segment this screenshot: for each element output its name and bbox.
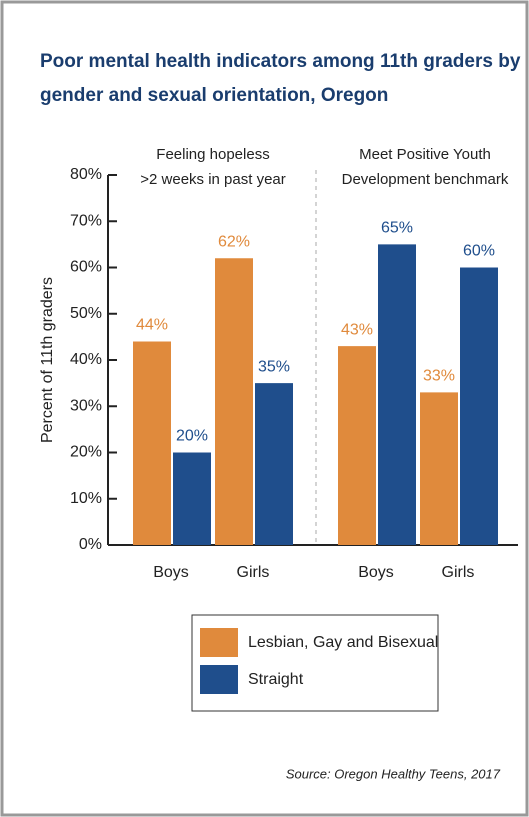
value-label: 20% xyxy=(176,428,208,445)
legend-label: Straight xyxy=(248,671,304,688)
y-tick-label: 80% xyxy=(70,166,102,183)
bar xyxy=(338,346,376,545)
value-label: 33% xyxy=(423,368,455,385)
value-label: 35% xyxy=(258,358,290,375)
legend-swatch xyxy=(200,665,238,694)
y-tick-label: 20% xyxy=(70,444,102,461)
y-axis-label: Percent of 11th graders xyxy=(39,277,56,443)
value-label: 62% xyxy=(218,233,250,250)
x-tick-label: Boys xyxy=(153,564,189,581)
x-tick-label: Girls xyxy=(237,564,270,581)
source: Source: Oregon Healthy Teens, 2017 xyxy=(286,766,501,781)
legend-label: Lesbian, Gay and Bisexual xyxy=(248,634,438,651)
y-tick-label: 30% xyxy=(70,397,102,414)
panel-title: Feeling hopeless xyxy=(156,146,269,163)
bar xyxy=(420,392,458,545)
bar xyxy=(378,244,416,545)
value-label: 60% xyxy=(463,243,495,260)
y-tick-label: 40% xyxy=(70,351,102,368)
value-label: 43% xyxy=(341,321,373,338)
legend-swatch xyxy=(200,628,238,657)
x-tick-label: Girls xyxy=(442,564,475,581)
y-tick-label: 50% xyxy=(70,305,102,322)
chart-title: Poor mental health indicators among 11th… xyxy=(40,51,521,72)
panel-title: Meet Positive Youth xyxy=(359,146,491,163)
value-label: 65% xyxy=(381,220,413,237)
y-tick-label: 60% xyxy=(70,259,102,276)
chart-title: gender and sexual orientation, Oregon xyxy=(40,85,388,106)
value-label: 44% xyxy=(136,317,168,334)
y-tick-label: 70% xyxy=(70,212,102,229)
bar xyxy=(133,341,171,545)
bar xyxy=(255,383,293,545)
y-tick-label: 0% xyxy=(79,536,102,553)
y-tick-label: 10% xyxy=(70,490,102,507)
panel-title: Development benchmark xyxy=(342,171,509,188)
bar xyxy=(460,267,498,545)
x-tick-label: Boys xyxy=(358,564,394,581)
panel-title: >2 weeks in past year xyxy=(140,171,286,188)
bar xyxy=(173,452,211,545)
bar xyxy=(215,258,253,545)
